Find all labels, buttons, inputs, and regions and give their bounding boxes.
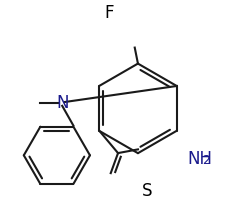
Text: S: S: [142, 182, 153, 200]
Text: F: F: [104, 4, 114, 22]
Text: N: N: [56, 94, 68, 112]
Text: NH: NH: [187, 150, 212, 167]
Text: 2: 2: [202, 154, 210, 167]
